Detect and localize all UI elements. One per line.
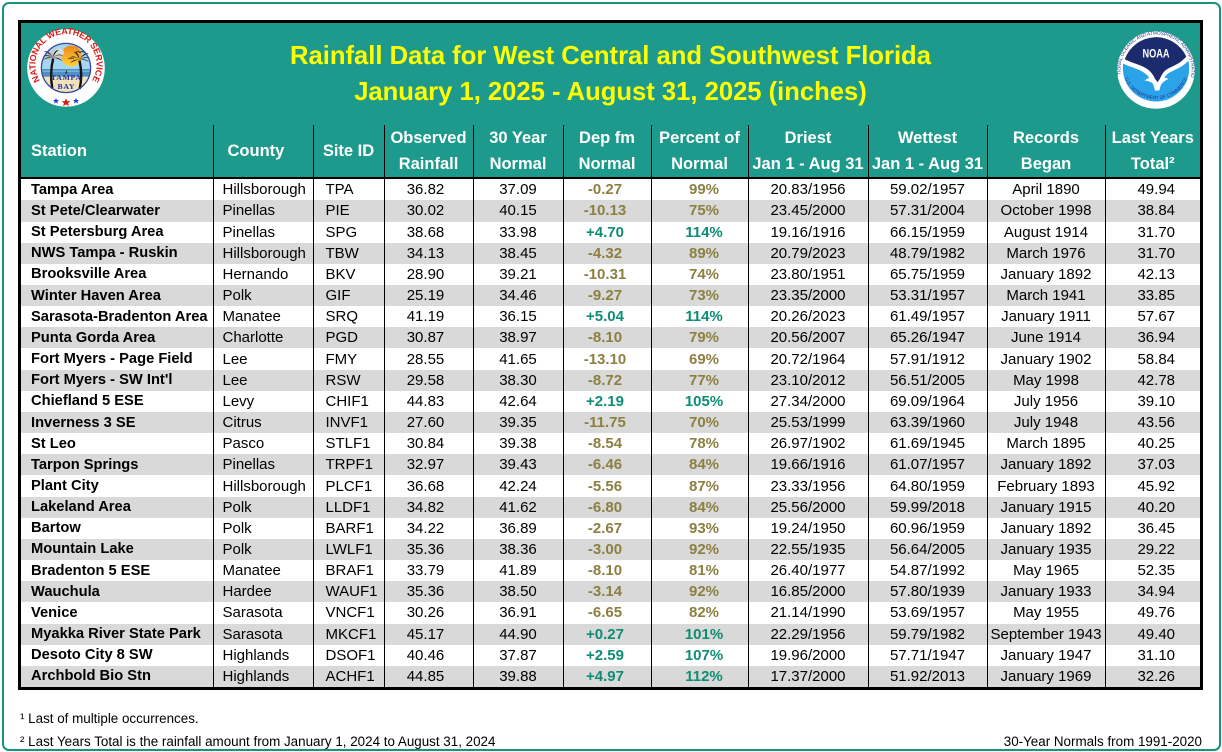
- svg-text:TAMPA: TAMPA: [51, 73, 81, 82]
- svg-text:NOAA: NOAA: [1142, 46, 1169, 60]
- svg-text:BAY: BAY: [58, 82, 75, 91]
